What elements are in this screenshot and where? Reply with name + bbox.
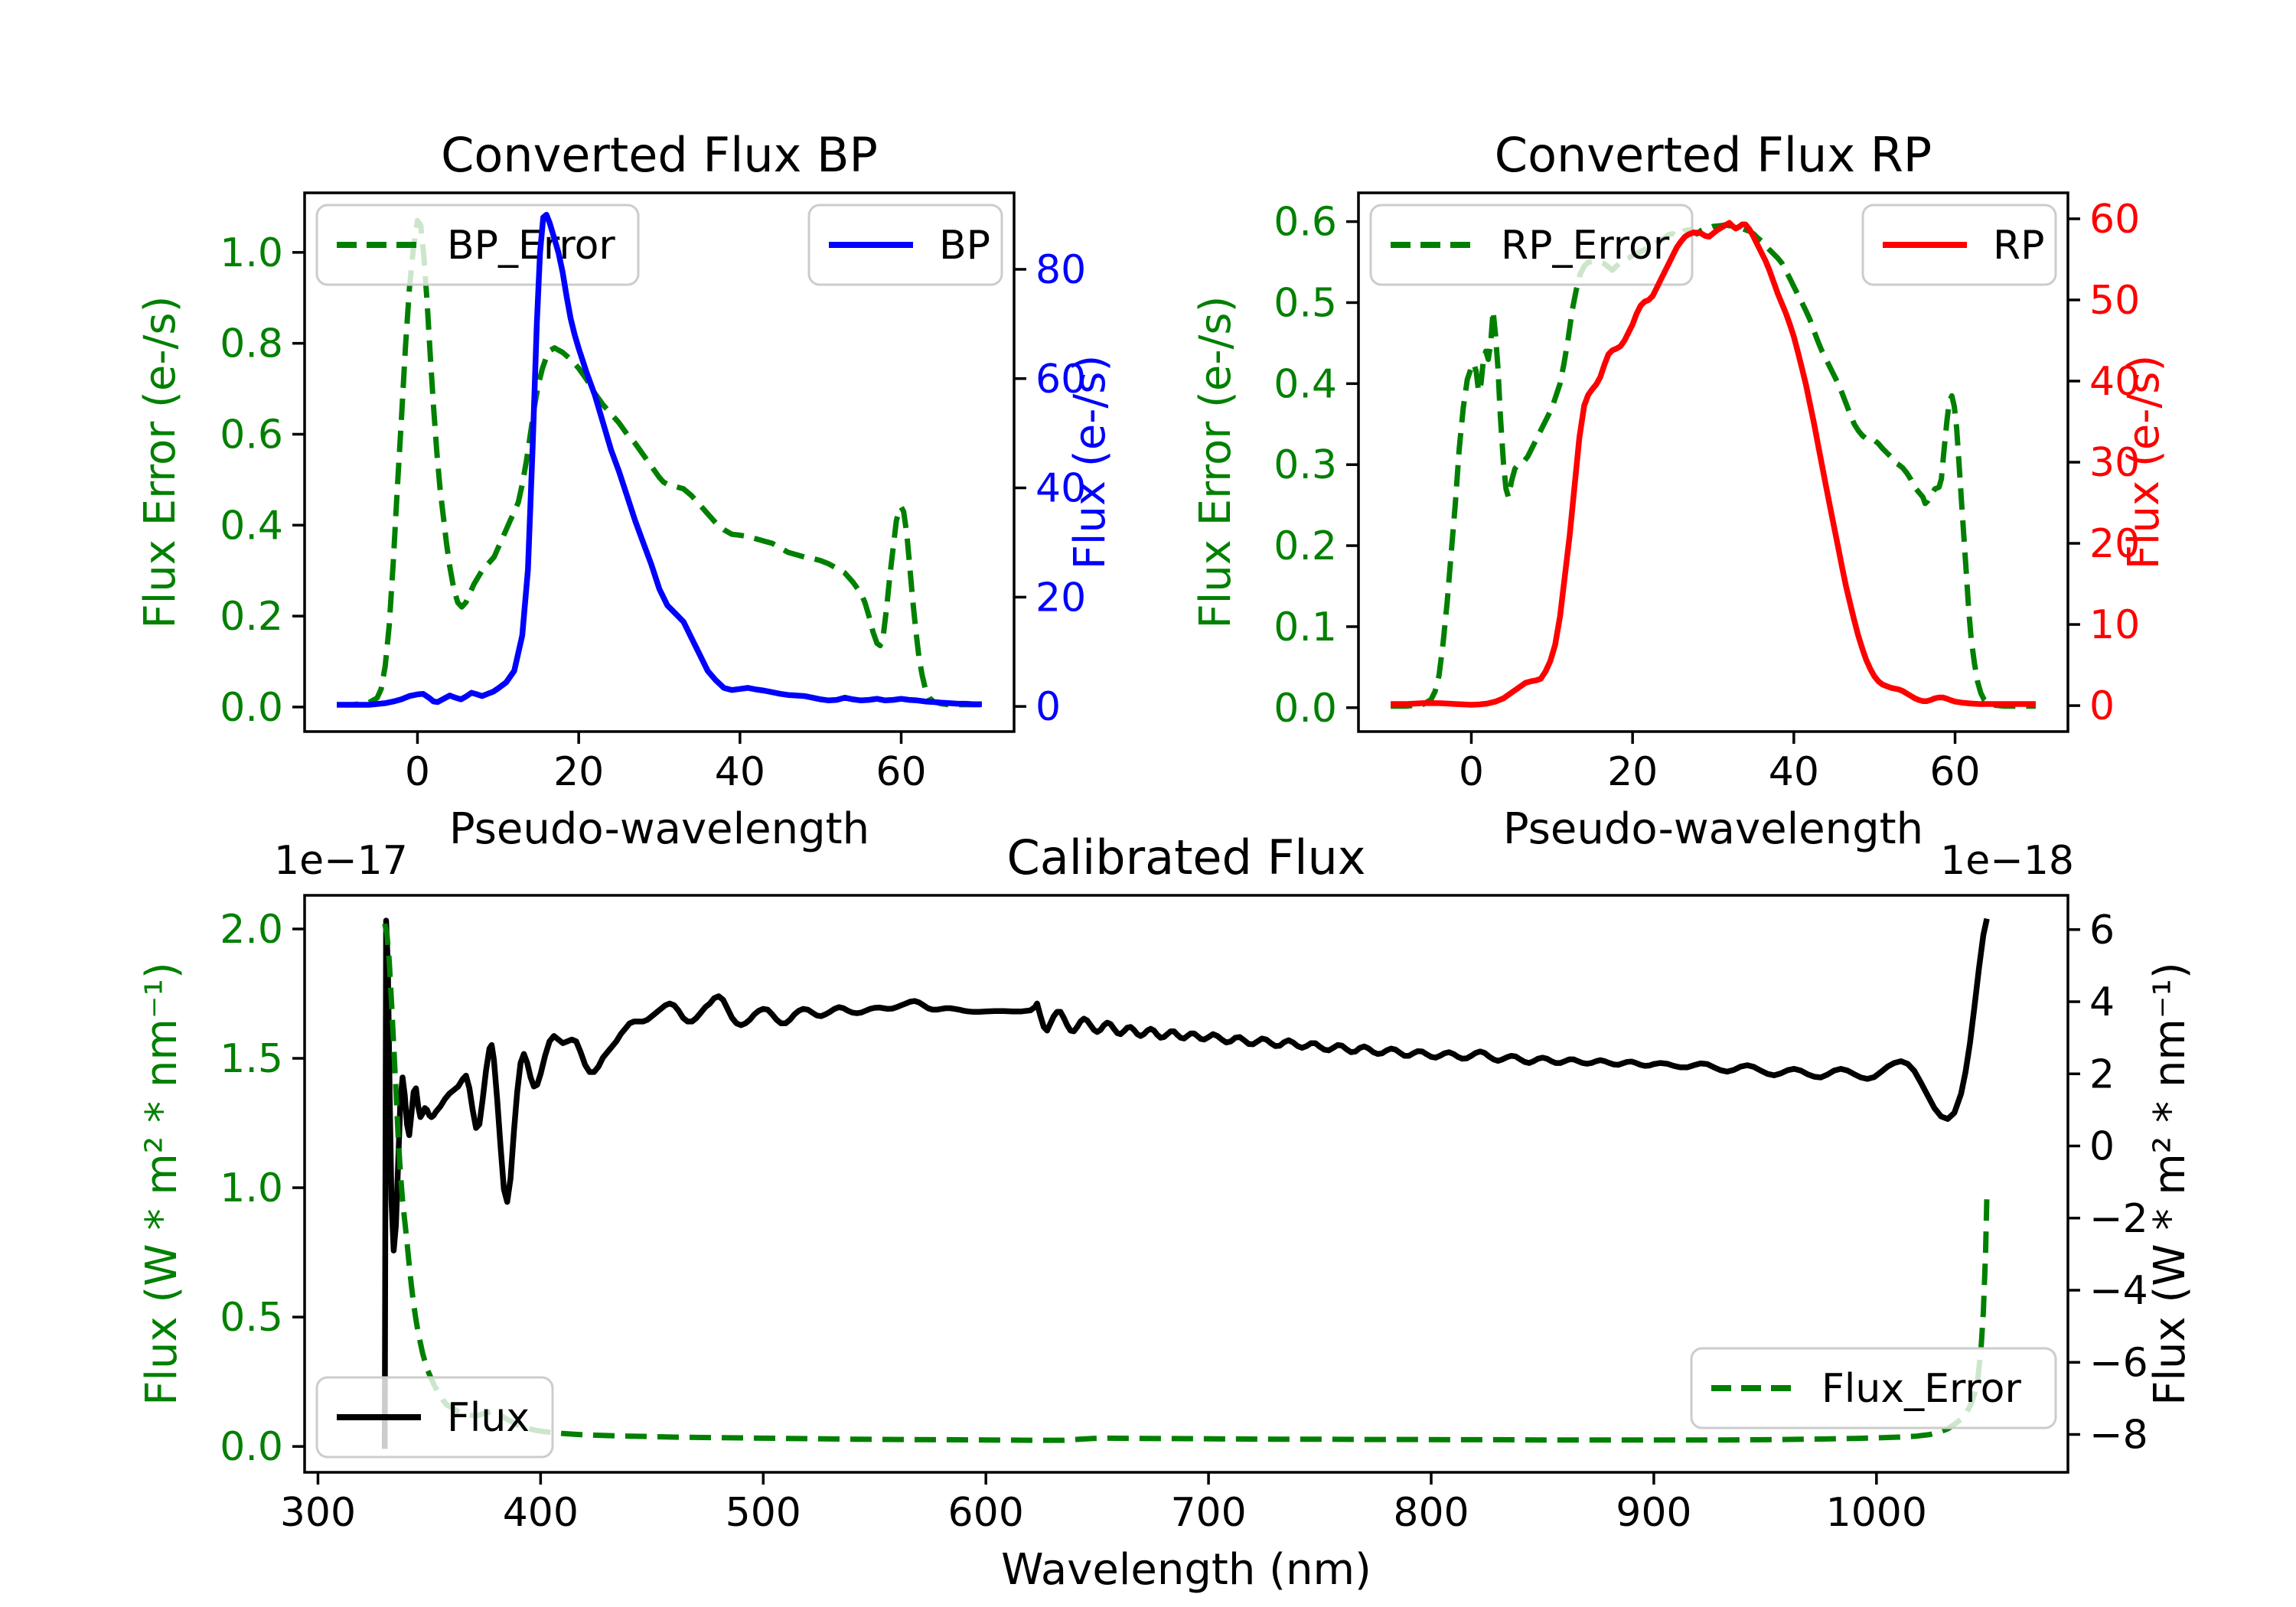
axes-frame bbox=[303, 894, 2069, 1474]
legend-Flux: Flux bbox=[315, 1376, 554, 1459]
y-left-tick-label: 0.5 bbox=[1274, 280, 1337, 326]
converted-flux-rp-series-RP_Error bbox=[1391, 222, 2036, 709]
legend-RP: RP bbox=[1861, 204, 2057, 286]
y-right-tick-label: −6 bbox=[2089, 1340, 2148, 1386]
x-tick-label: 40 bbox=[1769, 749, 1819, 795]
legend-frame bbox=[315, 204, 640, 286]
x-tick-label: 300 bbox=[280, 1490, 356, 1536]
y-right-tick-label: −8 bbox=[2089, 1413, 2148, 1459]
converted-flux-bp-series-BP bbox=[337, 211, 982, 708]
subplot-title: Converted Flux BP bbox=[441, 127, 878, 183]
y-right-tick-label: 40 bbox=[2089, 359, 2140, 405]
y-right-tick-label: 2 bbox=[2089, 1051, 2115, 1097]
y-left-tick-label: 0.8 bbox=[220, 321, 283, 367]
legend-label: BP bbox=[939, 223, 990, 269]
y-right-axis-label: Flux (e-/s) bbox=[2119, 355, 2169, 570]
legend-label: Flux_Error bbox=[1821, 1366, 2021, 1412]
y-left-tick-label: 0.2 bbox=[1274, 523, 1337, 569]
y-left-tick-label: 0.0 bbox=[220, 1424, 283, 1470]
y-right-tick-label: 80 bbox=[1035, 247, 1086, 293]
y-right-tick-label: 4 bbox=[2089, 980, 2115, 1025]
legend-label: Flux bbox=[447, 1395, 530, 1441]
y-left-axis-label: Flux Error (e-/s) bbox=[135, 296, 185, 629]
x-tick-label: 20 bbox=[1607, 749, 1658, 795]
x-tick-label: 40 bbox=[715, 749, 765, 795]
converted-flux-rp-series-RP bbox=[1391, 220, 2036, 708]
y-right-tick-label: 20 bbox=[2089, 521, 2140, 567]
x-axis-label: Pseudo-wavelength bbox=[449, 804, 869, 854]
y-right-tick-label: 60 bbox=[1035, 357, 1086, 403]
subplot-converted-flux-bp: BP_Error BP 0 20 40 60 0.0 0.2 0.4 0.6 0.8 1.0 0 20 40… bbox=[135, 127, 1115, 854]
legend-label: RP bbox=[1993, 223, 2045, 269]
y-right-tick-label: −2 bbox=[2089, 1196, 2148, 1242]
y-left-tick-label: 0.5 bbox=[220, 1295, 283, 1341]
y-left-axis-label: Flux Error (e-/s) bbox=[1191, 296, 1241, 629]
x-tick-label: 20 bbox=[553, 749, 604, 795]
legend-BP_Error: BP_Error bbox=[315, 204, 640, 286]
y-left-tick-label: 0.4 bbox=[220, 503, 283, 549]
y-right-tick-label: 30 bbox=[2089, 440, 2140, 486]
y-left-tick-label: 0.1 bbox=[1274, 605, 1337, 650]
x-tick-label: 700 bbox=[1170, 1490, 1246, 1536]
legend-frame bbox=[1690, 1347, 2057, 1429]
x-tick-label: 600 bbox=[948, 1490, 1024, 1536]
y-right-tick-label: 10 bbox=[2089, 602, 2140, 648]
x-tick-label: 400 bbox=[503, 1490, 579, 1536]
x-tick-label: 0 bbox=[405, 749, 430, 795]
y-right-tick-label: 40 bbox=[1035, 466, 1086, 512]
y-left-tick-label: 0.6 bbox=[220, 412, 283, 458]
x-tick-label: 800 bbox=[1393, 1490, 1469, 1536]
converted-flux-bp-series-BP_Error bbox=[337, 217, 982, 708]
y-left-tick-label: 2.0 bbox=[220, 907, 283, 953]
legend-frame bbox=[1369, 204, 1694, 286]
y-left-tick-label: 1.0 bbox=[220, 230, 283, 276]
legend-Flux_Error: Flux_Error bbox=[1690, 1347, 2057, 1429]
y-right-offset-text: 1e−18 bbox=[1940, 838, 2074, 884]
legend-label: BP_Error bbox=[447, 223, 615, 269]
y-left-tick-label: 0.0 bbox=[1274, 686, 1337, 732]
calibrated-flux-series-Flux_Error bbox=[382, 923, 1990, 1443]
x-tick-label: 1000 bbox=[1826, 1490, 1927, 1536]
legend-RP_Error: RP_Error bbox=[1369, 204, 1694, 286]
y-left-tick-label: 0.3 bbox=[1274, 442, 1337, 488]
y-right-tick-label: −4 bbox=[2089, 1268, 2148, 1314]
y-right-tick-label: 0 bbox=[2089, 683, 2115, 729]
x-tick-label: 60 bbox=[876, 749, 926, 795]
legend-BP: BP bbox=[807, 204, 1003, 286]
x-tick-label: 0 bbox=[1459, 749, 1484, 795]
subplot-title: Calibrated Flux bbox=[1007, 830, 1366, 885]
y-right-axis-label: Flux (W * m² * nm⁻¹) bbox=[2145, 962, 2195, 1406]
y-left-tick-label: 0.6 bbox=[1274, 200, 1337, 246]
y-right-tick-label: 50 bbox=[2089, 278, 2140, 324]
y-left-tick-label: 1.0 bbox=[220, 1165, 283, 1211]
y-left-tick-label: 0.0 bbox=[220, 685, 283, 731]
legend-label: RP_Error bbox=[1501, 223, 1670, 269]
x-tick-label: 500 bbox=[726, 1490, 801, 1536]
x-axis-label: Pseudo-wavelength bbox=[1503, 804, 1923, 854]
axes-frame bbox=[303, 191, 1016, 733]
y-right-tick-label: 20 bbox=[1035, 575, 1086, 621]
subplot-title: Converted Flux RP bbox=[1495, 127, 1932, 183]
subplot-converted-flux-rp: RP_Error RP 0 20 40 60 0.0 0.1 0.2 0.3 0.4 0.5 0.6 0 1… bbox=[1191, 127, 2169, 854]
x-tick-label: 900 bbox=[1616, 1490, 1691, 1536]
x-axis-label: Wavelength (nm) bbox=[1001, 1545, 1371, 1595]
y-left-tick-label: 0.2 bbox=[220, 594, 283, 640]
y-left-axis-label: Flux (W * m² * nm⁻¹) bbox=[137, 962, 187, 1406]
y-right-tick-label: 60 bbox=[2089, 197, 2140, 243]
y-right-tick-label: 6 bbox=[2089, 908, 2115, 953]
y-left-offset-text: 1e−17 bbox=[274, 838, 408, 884]
y-left-tick-label: 1.5 bbox=[220, 1036, 283, 1082]
y-right-axis-label: Flux (e-/s) bbox=[1065, 355, 1115, 570]
y-right-tick-label: 0 bbox=[1035, 684, 1061, 730]
y-left-tick-label: 0.4 bbox=[1274, 361, 1337, 407]
x-tick-label: 60 bbox=[1929, 749, 1980, 795]
subplot-calibrated-flux: Flux Flux_Error 300 400 500 600 700 800 900 1000 0… bbox=[137, 830, 2195, 1595]
y-right-tick-label: 0 bbox=[2089, 1124, 2115, 1170]
legend-frame bbox=[315, 1376, 554, 1459]
calibrated-flux-series-Flux bbox=[381, 918, 1990, 1449]
